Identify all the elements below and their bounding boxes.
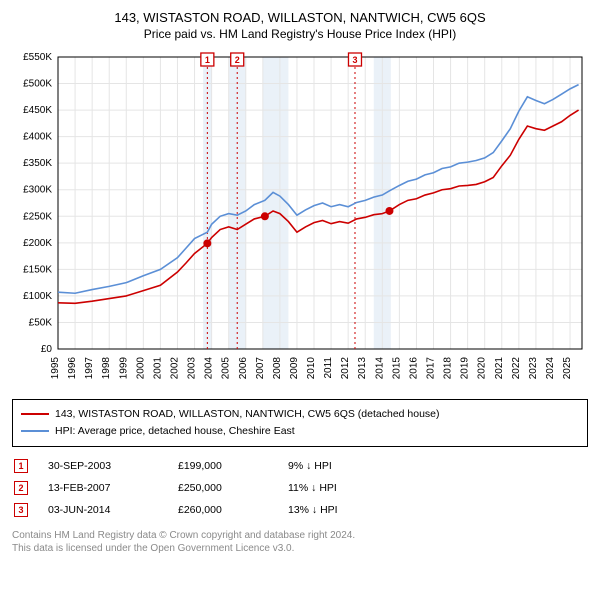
- svg-text:2015: 2015: [391, 357, 402, 380]
- svg-text:2018: 2018: [443, 357, 454, 380]
- footer-attribution: Contains HM Land Registry data © Crown c…: [12, 529, 588, 556]
- svg-text:2012: 2012: [340, 357, 351, 380]
- svg-text:2008: 2008: [272, 357, 283, 380]
- price-chart: £0 £50K £100K £150K £200K £250K £300K £350K £400…: [12, 49, 588, 389]
- svg-text:£50K: £50K: [29, 317, 53, 328]
- chart-title-line1: 143, WISTASTON ROAD, WILLASTON, NANTWICH…: [12, 10, 588, 25]
- trade-price: £199,000: [178, 460, 268, 472]
- svg-text:2003: 2003: [187, 357, 198, 380]
- trade-date: 13-FEB-2007: [48, 482, 158, 494]
- chart-title-line2: Price paid vs. HM Land Registry's House …: [12, 27, 588, 41]
- svg-text:£500K: £500K: [23, 79, 52, 90]
- trade-row: 3 03-JUN-2014 £260,000 13% ↓ HPI: [12, 499, 588, 521]
- svg-text:2021: 2021: [494, 357, 505, 380]
- svg-text:2009: 2009: [289, 357, 300, 380]
- trade-delta: 11% ↓ HPI: [288, 482, 378, 494]
- svg-text:2025: 2025: [562, 357, 573, 380]
- svg-text:1998: 1998: [101, 357, 112, 380]
- svg-text:2024: 2024: [545, 357, 556, 380]
- svg-text:£550K: £550K: [23, 52, 52, 63]
- trade-delta: 9% ↓ HPI: [288, 460, 378, 472]
- trade-table: 1 30-SEP-2003 £199,000 9% ↓ HPI 2 13-FEB-2007…: [12, 455, 588, 521]
- svg-text:£100K: £100K: [23, 291, 52, 302]
- svg-text:1996: 1996: [67, 357, 78, 380]
- svg-text:£450K: £450K: [23, 105, 52, 116]
- footer-line2: This data is licensed under the Open Gov…: [12, 542, 588, 556]
- svg-text:2022: 2022: [511, 357, 522, 380]
- svg-text:2013: 2013: [357, 357, 368, 380]
- legend-item: 143, WISTASTON ROAD, WILLASTON, NANTWICH…: [21, 406, 579, 423]
- trade-row: 2 13-FEB-2007 £250,000 11% ↓ HPI: [12, 477, 588, 499]
- svg-text:1997: 1997: [84, 357, 95, 380]
- legend-item: HPI: Average price, detached house, Ches…: [21, 423, 579, 440]
- chart-title-block: 143, WISTASTON ROAD, WILLASTON, NANTWICH…: [12, 10, 588, 41]
- svg-text:£0: £0: [41, 344, 53, 355]
- trade-marker: 2: [14, 481, 28, 495]
- svg-text:1999: 1999: [118, 357, 129, 380]
- legend-swatch: [21, 430, 49, 432]
- svg-text:2017: 2017: [426, 357, 437, 380]
- footer-line1: Contains HM Land Registry data © Crown c…: [12, 529, 588, 543]
- trade-delta: 13% ↓ HPI: [288, 504, 378, 516]
- svg-text:£200K: £200K: [23, 238, 52, 249]
- svg-text:2004: 2004: [204, 357, 215, 380]
- svg-text:2011: 2011: [323, 357, 334, 379]
- svg-text:1: 1: [205, 55, 210, 65]
- trade-marker: 3: [14, 503, 28, 517]
- legend: 143, WISTASTON ROAD, WILLASTON, NANTWICH…: [12, 399, 588, 447]
- svg-text:£250K: £250K: [23, 211, 52, 222]
- chart-svg: £0 £50K £100K £150K £200K £250K £300K £350K £400…: [12, 49, 588, 389]
- svg-text:2019: 2019: [460, 357, 471, 380]
- svg-text:£300K: £300K: [23, 185, 52, 196]
- trade-price: £260,000: [178, 504, 268, 516]
- svg-text:2006: 2006: [238, 357, 249, 380]
- trade-marker: 1: [14, 459, 28, 473]
- trade-date: 03-JUN-2014: [48, 504, 158, 516]
- svg-text:2010: 2010: [306, 357, 317, 380]
- trade-date: 30-SEP-2003: [48, 460, 158, 472]
- svg-text:2016: 2016: [408, 357, 419, 380]
- legend-label: HPI: Average price, detached house, Ches…: [55, 423, 295, 440]
- svg-text:1995: 1995: [50, 357, 61, 380]
- legend-label: 143, WISTASTON ROAD, WILLASTON, NANTWICH…: [55, 406, 440, 423]
- svg-text:2023: 2023: [528, 357, 539, 380]
- svg-text:2000: 2000: [135, 357, 146, 380]
- trade-row: 1 30-SEP-2003 £199,000 9% ↓ HPI: [12, 455, 588, 477]
- svg-text:3: 3: [352, 55, 357, 65]
- trade-price: £250,000: [178, 482, 268, 494]
- svg-text:2: 2: [235, 55, 240, 65]
- svg-text:2001: 2001: [152, 357, 163, 380]
- svg-text:2020: 2020: [477, 357, 488, 380]
- svg-text:2014: 2014: [374, 357, 385, 380]
- svg-text:£400K: £400K: [23, 132, 52, 143]
- svg-text:£350K: £350K: [23, 158, 52, 169]
- svg-text:2005: 2005: [221, 357, 232, 380]
- svg-text:£150K: £150K: [23, 264, 52, 275]
- svg-text:2007: 2007: [255, 357, 266, 380]
- svg-text:2002: 2002: [169, 357, 180, 380]
- legend-swatch: [21, 413, 49, 415]
